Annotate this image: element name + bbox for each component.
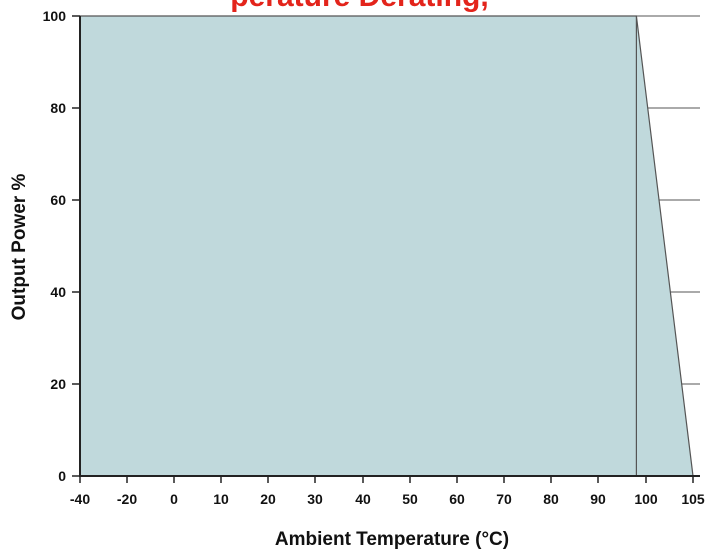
x-tick-label-60: 60 bbox=[449, 491, 465, 507]
y-axis-ticks: 0 20 40 60 80 100 bbox=[43, 8, 80, 484]
y-tick-label-40: 40 bbox=[50, 284, 66, 300]
x-tick-label-50: 50 bbox=[402, 491, 418, 507]
y-tick-label-20: 20 bbox=[50, 376, 66, 392]
x-tick-label-70: 70 bbox=[496, 491, 512, 507]
axes bbox=[79, 16, 700, 477]
x-tick-label--40: -40 bbox=[70, 491, 90, 507]
y-tick-label-60: 60 bbox=[50, 192, 66, 208]
derating-area bbox=[80, 16, 693, 476]
x-tick-label-80: 80 bbox=[543, 491, 559, 507]
x-tick-label-30: 30 bbox=[307, 491, 323, 507]
x-axis-label: Ambient Temperature (°C) bbox=[275, 529, 509, 550]
x-tick-label-100: 100 bbox=[634, 491, 658, 507]
x-axis-ticks: -40 -20 0 10 20 30 40 50 60 70 80 90 100 105 bbox=[70, 476, 705, 507]
x-tick-label-90: 90 bbox=[590, 491, 606, 507]
x-tick-label-20: 20 bbox=[260, 491, 276, 507]
chart-title: perature Derating, bbox=[0, 0, 719, 12]
y-tick-label-100: 100 bbox=[43, 8, 67, 24]
x-tick-label-40: 40 bbox=[355, 491, 371, 507]
y-axis-label: Output Power % bbox=[9, 174, 30, 321]
x-tick-label-105: 105 bbox=[681, 491, 705, 507]
y-tick-label-0: 0 bbox=[58, 468, 66, 484]
x-tick-label-10: 10 bbox=[213, 491, 229, 507]
x-tick-label--20: -20 bbox=[117, 491, 137, 507]
x-tick-label-0: 0 bbox=[170, 491, 178, 507]
area-series bbox=[80, 15, 694, 477]
y-tick-label-80: 80 bbox=[50, 100, 66, 116]
